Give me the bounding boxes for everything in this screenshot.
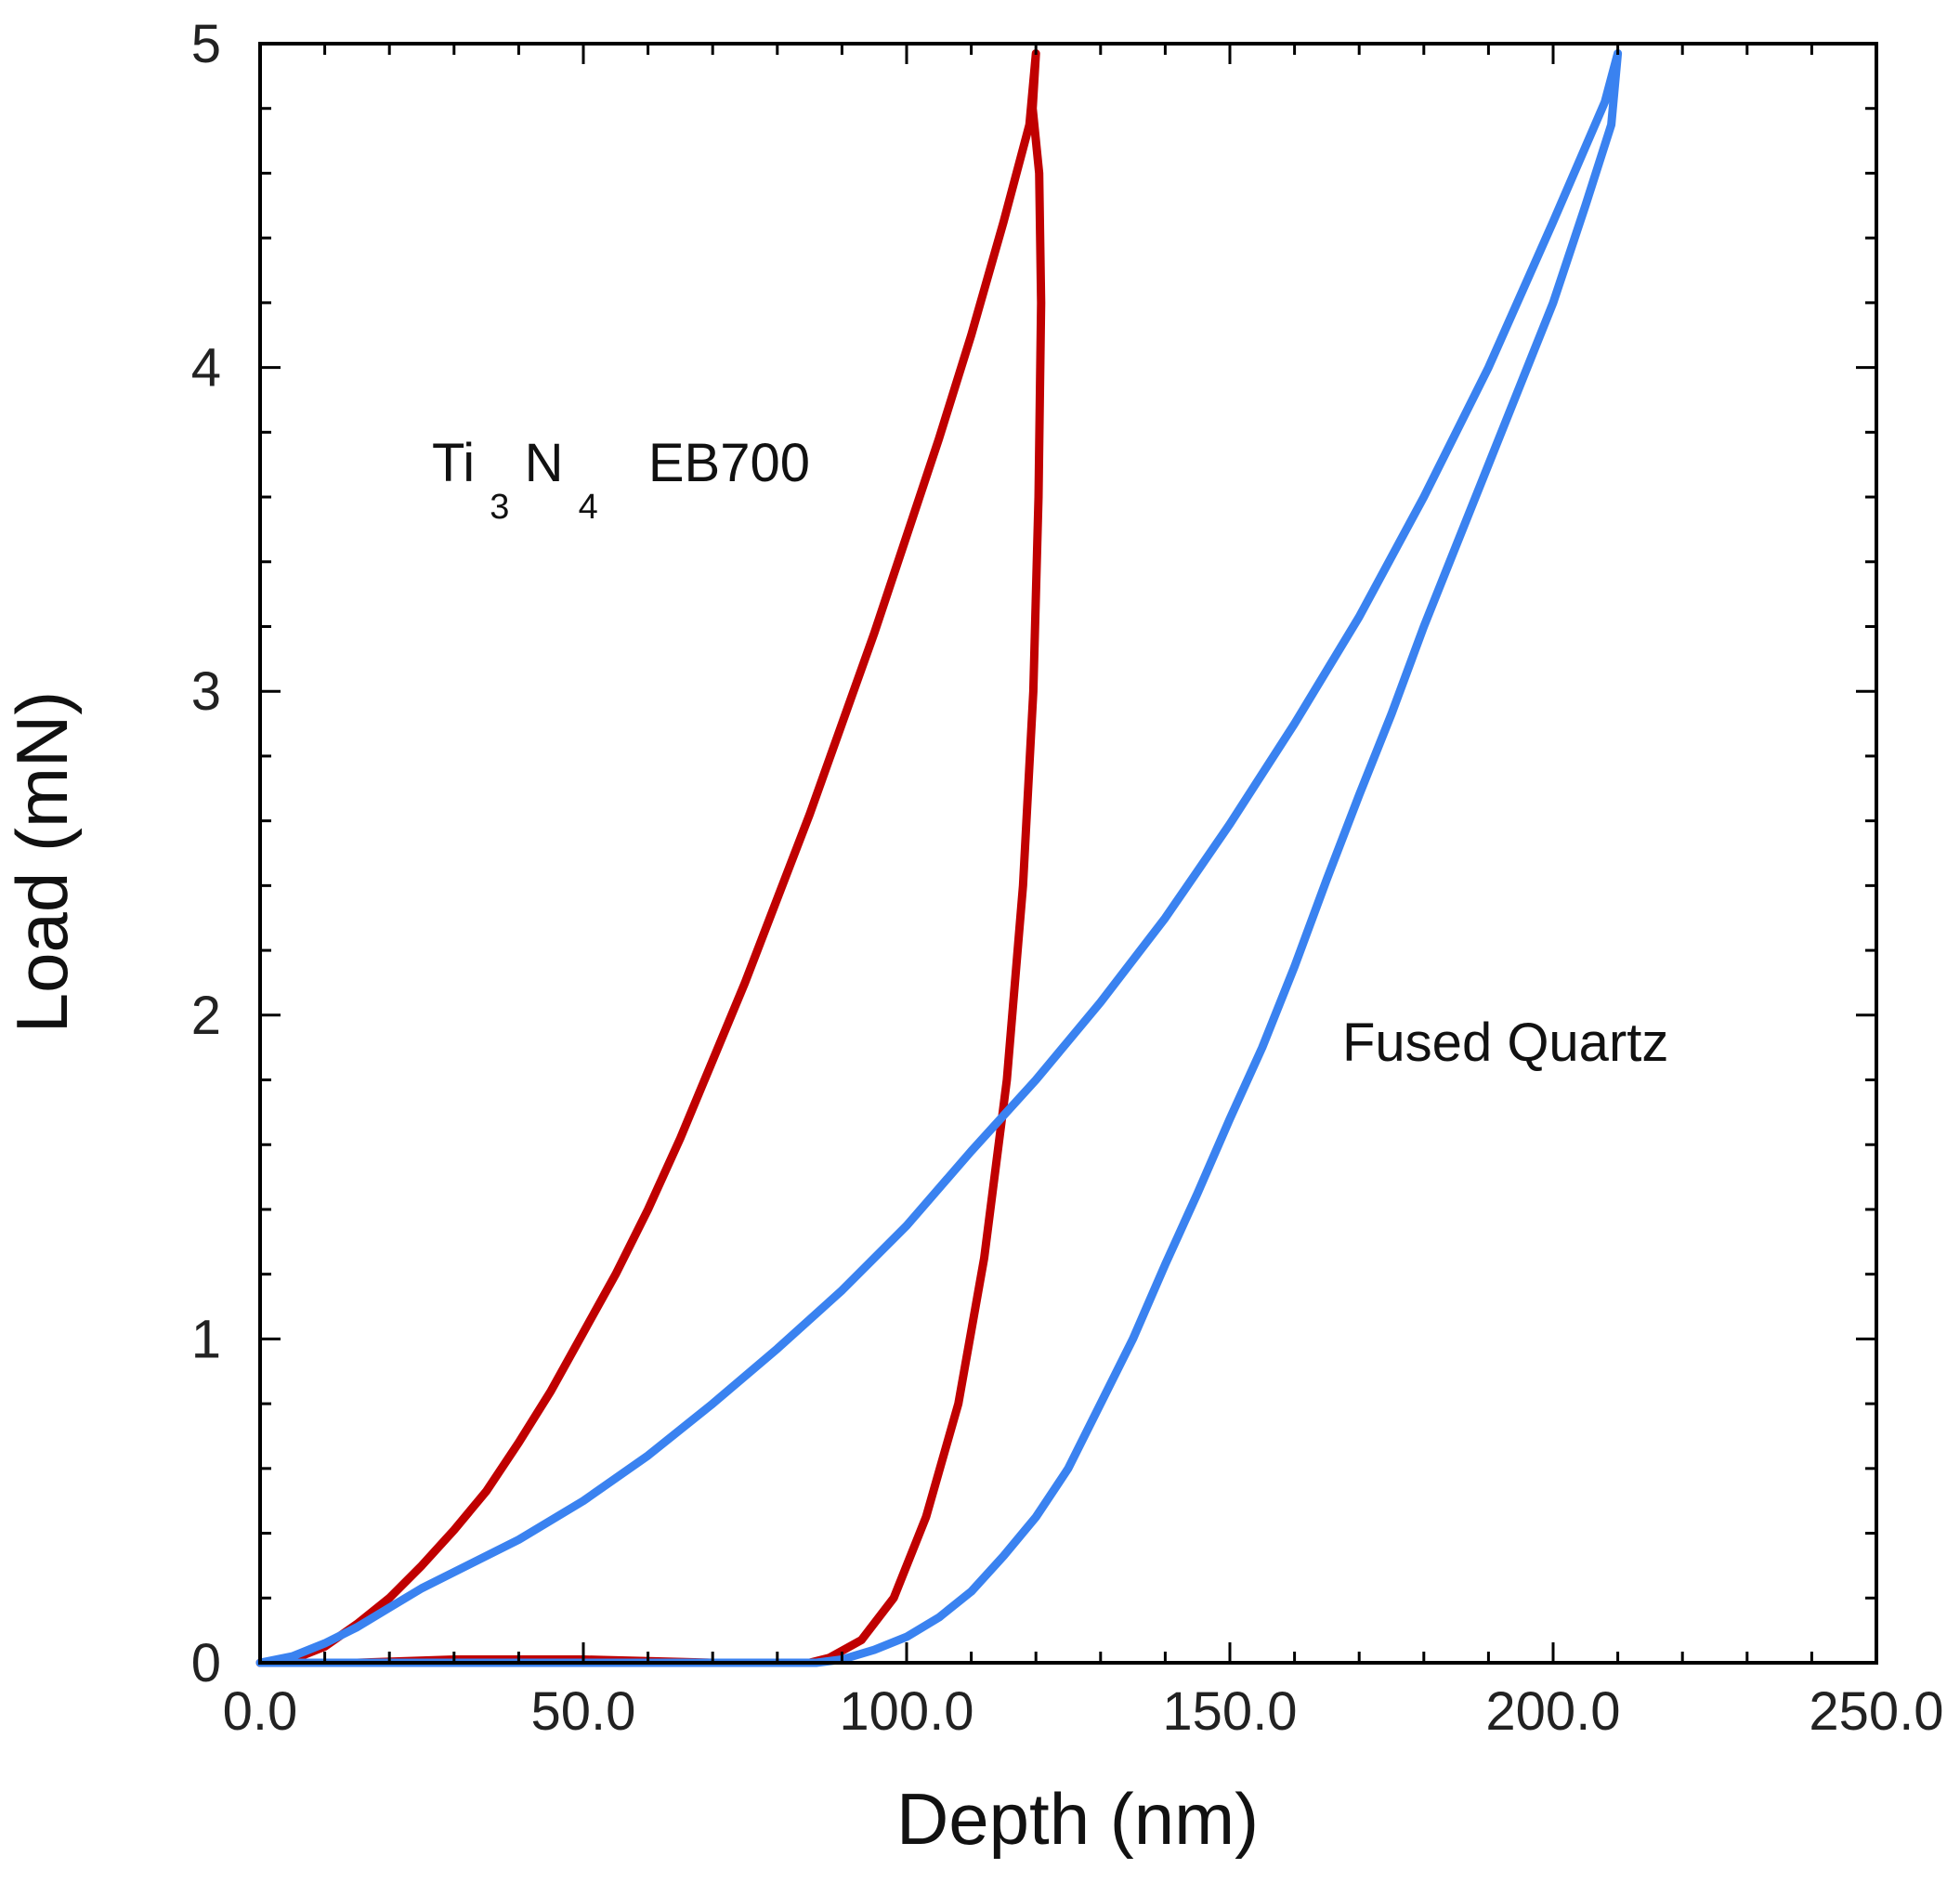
- tick-labels-layer: 0.0 50.0 100.0 150.0 200.0 250.0 0 1 2 3 4 5: [191, 14, 1944, 1742]
- ti3n4-label-ti: Ti: [432, 433, 475, 493]
- fused-quartz-label: Fused Quartz: [1342, 1013, 1668, 1073]
- x-tick-label: 250.0: [1809, 1681, 1943, 1742]
- ti3n4-label-eb700: EB700: [648, 433, 810, 493]
- x-tick-label: 0.0: [223, 1681, 298, 1742]
- y-tick-label: 2: [191, 986, 221, 1046]
- y-tick-label: 4: [191, 338, 221, 399]
- y-tick-label: 5: [191, 14, 221, 74]
- series-ti3n4-eb700-line: [255, 49, 1046, 1667]
- y-tick-label: 0: [191, 1633, 221, 1693]
- y-axis-title: Load (mN): [1, 691, 83, 1033]
- x-tick-label: 200.0: [1485, 1681, 1620, 1742]
- x-tick-label: 50.0: [531, 1681, 636, 1742]
- series-layer: [255, 49, 1623, 1667]
- ticks-layer: [258, 42, 1878, 1665]
- ti3n4-label-n: N: [525, 433, 564, 493]
- ti3n4-label-sub4: 4: [579, 488, 598, 527]
- y-tick-label: 3: [191, 661, 221, 722]
- ti3n4-label-sub3: 3: [490, 488, 509, 527]
- ti3n4-eb700-label: Ti 3 N 4 EB700: [432, 433, 810, 530]
- x-axis-title: Depth (nm): [896, 1778, 1259, 1860]
- y-tick-label: 1: [191, 1309, 221, 1369]
- x-tick-label: 150.0: [1162, 1681, 1297, 1742]
- x-tick-label: 100.0: [839, 1681, 973, 1742]
- series-fused-quartz-line: [255, 49, 1623, 1667]
- plot-frame: [258, 42, 1878, 1665]
